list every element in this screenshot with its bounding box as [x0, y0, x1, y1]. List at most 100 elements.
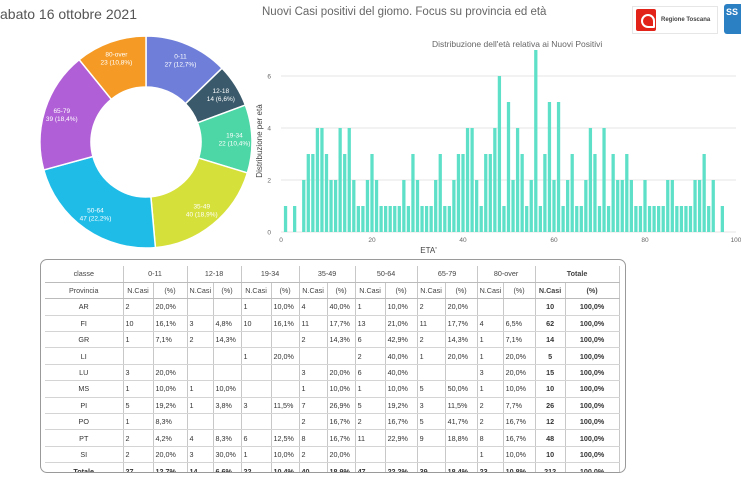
histogram-bar: [379, 206, 383, 232]
histogram-title: Distribuzione dell'età relativa ai Nuovi…: [432, 39, 603, 49]
histogram-bar: [611, 154, 615, 232]
value-cell: 4: [299, 298, 328, 316]
histogram-bar: [688, 206, 693, 232]
histogram-bar: [384, 206, 388, 232]
histogram-bar: [361, 206, 365, 232]
histogram-bar: [406, 206, 411, 232]
histogram-bar: [424, 206, 429, 232]
value-cell: 100,0%: [565, 331, 620, 349]
histogram-bar: [675, 206, 679, 232]
value-cell: 40,0%: [385, 347, 418, 365]
value-cell: 5: [417, 413, 446, 431]
value-cell: 2: [417, 331, 446, 349]
value-cell: 14,3%: [445, 331, 478, 349]
histogram-bar: [634, 206, 638, 232]
histogram-bar: [625, 154, 629, 232]
histogram-bar: [370, 154, 374, 232]
table-row: GR 1 7,1% 2 14,3% 2 14,3% 6 42,9% 2 14,3% 1 7,1% 14 10…: [45, 331, 620, 349]
value-cell: 8: [477, 429, 504, 447]
donut-label-12-18: 12-18: [213, 88, 230, 95]
value-cell: 2: [355, 413, 386, 431]
histogram-bar: [647, 206, 652, 232]
value-cell: 11,5%: [271, 397, 300, 415]
value-cell: 6: [355, 331, 386, 349]
column-header: (%): [445, 282, 478, 300]
histogram-bar: [484, 154, 488, 232]
histogram-bar: [488, 154, 492, 232]
histogram-bar: [525, 206, 529, 232]
donut-label-35-49: 35-49: [193, 204, 210, 211]
value-cell: 1: [123, 413, 154, 431]
value-cell: 10: [241, 315, 272, 333]
histogram-bar: [529, 180, 533, 232]
value-cell: 10: [123, 315, 154, 333]
group-header-Totale: Totale: [535, 266, 620, 283]
value-cell: [417, 446, 446, 464]
histogram-bar: [684, 206, 688, 232]
value-cell: 11,5%: [445, 397, 478, 415]
value-cell: 1: [477, 347, 504, 365]
group-header-65-79: 65-79: [417, 266, 478, 283]
value-cell: [187, 364, 214, 382]
histogram-bar: [588, 128, 593, 232]
table-row: FI 10 16,1% 3 4,8% 10 16,1% 11 17,7% 13 21,0% 11 17,…: [45, 315, 620, 333]
value-cell: 8,3%: [153, 413, 188, 431]
histogram-bar: [411, 154, 415, 232]
value-cell: [503, 298, 536, 316]
donut-slice-50-64: [42, 155, 157, 249]
pegasus-icon: [636, 9, 656, 31]
column-header: N.Casi: [299, 282, 328, 300]
histogram-bar: [552, 180, 556, 232]
histogram-bar: [643, 180, 647, 232]
histogram-bar: [575, 206, 579, 232]
histogram-bar: [616, 180, 620, 232]
value-cell: 2: [123, 429, 154, 447]
value-cell: 10,8%: [503, 462, 536, 472]
histogram-bar: [561, 206, 565, 232]
histogram-bar: [452, 180, 456, 232]
value-cell: 10,0%: [213, 380, 242, 398]
value-cell: 22,2%: [385, 462, 418, 472]
value-cell: [241, 364, 272, 382]
donut-value-80-over: 23 (10,8%): [101, 60, 133, 67]
value-cell: 4: [187, 429, 214, 447]
value-cell: 20,0%: [503, 364, 536, 382]
y-tick-label: 6: [267, 74, 271, 81]
logo-label: Regione Toscana: [661, 17, 711, 23]
column-header: (%): [213, 282, 242, 300]
value-cell: 10,0%: [271, 446, 300, 464]
histogram-bar: [365, 180, 370, 232]
histogram-bar: [329, 180, 333, 232]
value-cell: 1: [241, 446, 272, 464]
donut-value-50-64: 47 (22,2%): [80, 216, 112, 223]
value-cell: 16,7%: [327, 413, 356, 431]
province-age-table-panel: classe 0-11 12-18 19-34 35-49 50-64 65-79 80-ov…: [40, 259, 626, 473]
group-header-0-11: 0-11: [123, 266, 188, 283]
histogram-bar: [320, 128, 324, 232]
column-header: N.Casi: [355, 282, 386, 300]
donut-label-0-11: 0-11: [174, 53, 187, 60]
value-cell: 16,7%: [503, 429, 536, 447]
province-cell: PT: [45, 429, 124, 447]
value-cell: 10,0%: [385, 380, 418, 398]
value-cell: 10,0%: [503, 446, 536, 464]
value-cell: 16,7%: [327, 429, 356, 447]
value-cell: 3: [477, 364, 504, 382]
value-cell: 7,1%: [153, 331, 188, 349]
column-header: (%): [153, 282, 188, 300]
value-cell: 10,0%: [385, 298, 418, 316]
value-cell: 11: [417, 315, 446, 333]
y-tick-label: 2: [267, 178, 271, 185]
value-cell: [477, 298, 504, 316]
histogram-bar: [333, 180, 338, 232]
histogram-bar: [315, 128, 320, 232]
value-cell: [187, 347, 214, 365]
value-cell: 26,9%: [327, 397, 356, 415]
page-title: Nuovi Casi positivi del giomo. Focus su …: [262, 6, 547, 18]
value-cell: 3: [241, 397, 272, 415]
value-cell: 3: [187, 315, 214, 333]
y-tick-label: 4: [267, 126, 271, 133]
value-cell: 2: [355, 347, 386, 365]
value-cell: 16,1%: [271, 315, 300, 333]
histogram-bar: [693, 180, 697, 232]
